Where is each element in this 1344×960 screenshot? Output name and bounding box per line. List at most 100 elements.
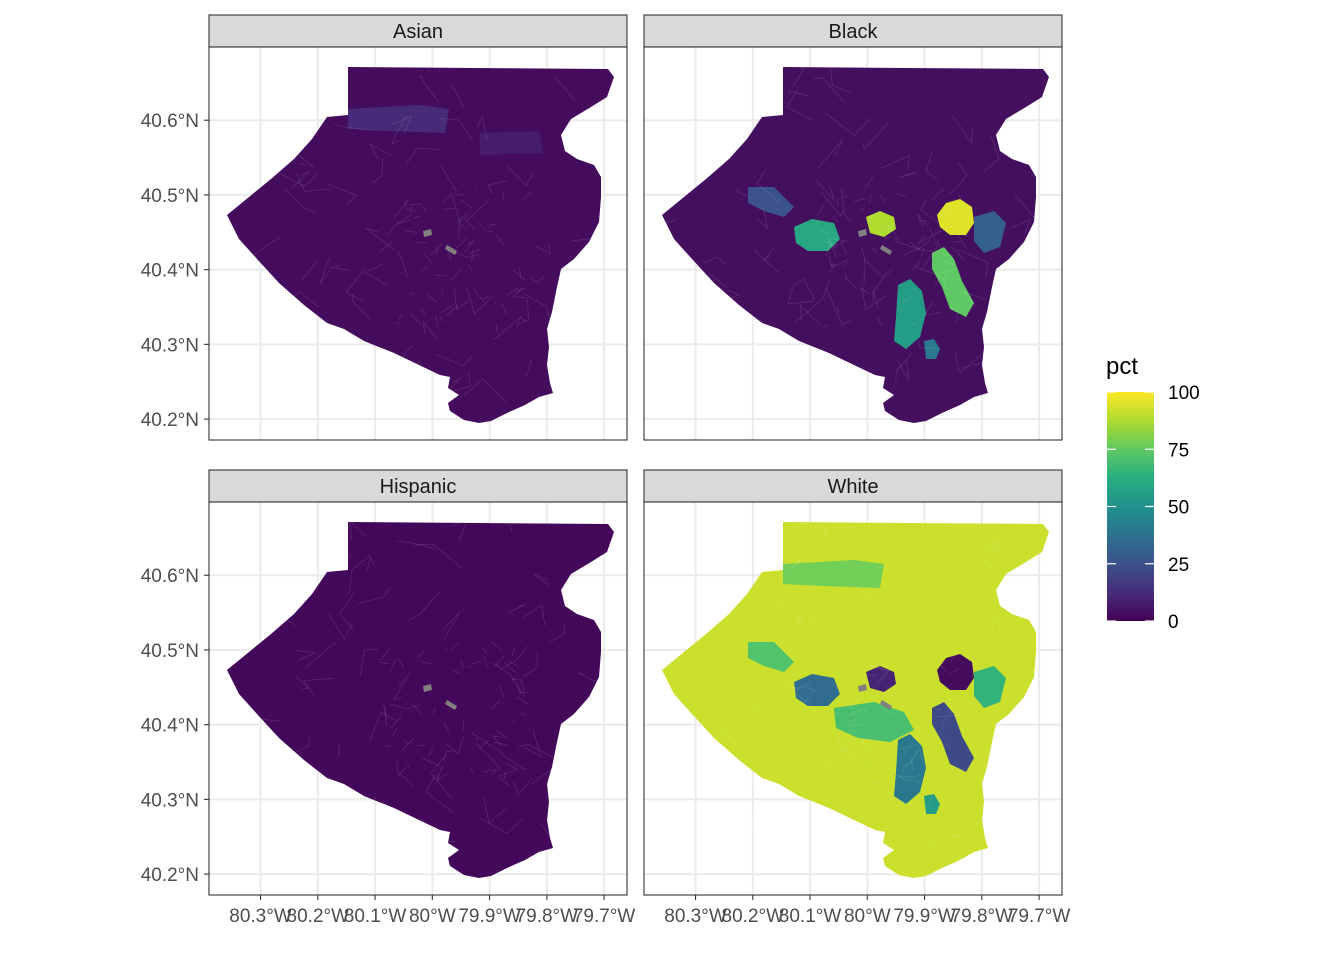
tract-line [918, 220, 928, 222]
tract-line [931, 841, 963, 860]
tract-line [944, 208, 953, 212]
tract-line [829, 240, 838, 246]
x-tick-label: 79.8°W [516, 906, 579, 927]
tract-line [871, 776, 883, 790]
tract-line [938, 270, 941, 280]
tract-line [871, 547, 900, 569]
tract-line [954, 708, 964, 718]
tract-region-east-ring [974, 211, 1006, 253]
tract-line [929, 752, 943, 759]
tract-line [517, 744, 558, 760]
tract-line [934, 708, 941, 710]
tract-line [500, 646, 528, 670]
tract-line [832, 215, 839, 224]
tract-line [713, 843, 731, 861]
tract-line [731, 780, 745, 795]
tract-line [492, 735, 503, 747]
tract-line [295, 171, 331, 193]
tract-line [910, 757, 914, 771]
tract-line [942, 253, 954, 257]
x-tick-label: 79.7°W [573, 906, 636, 927]
x-tick-label: 80.2°W [722, 906, 785, 927]
tract-line [817, 203, 825, 216]
tract-line [762, 606, 784, 617]
tract-line [791, 618, 803, 634]
facet-panel-hispanic: Hispanic [208, 469, 628, 896]
tract-line [863, 122, 890, 150]
tract-line [941, 718, 946, 731]
tract-line [430, 707, 437, 716]
tract-line [922, 816, 954, 847]
tract-line [385, 744, 392, 748]
tract-line [836, 306, 839, 313]
legend-tick-label: 75 [1168, 440, 1189, 461]
tract-region-inner-ring [834, 702, 914, 742]
tract-line [823, 324, 828, 328]
tract-line [695, 729, 703, 757]
tract-line [902, 746, 907, 757]
tract-line [824, 752, 851, 766]
tract-line [849, 710, 856, 717]
tract-line [917, 214, 929, 227]
tract-line [905, 609, 935, 640]
legend-tick-label: 0 [1168, 612, 1179, 633]
tract-region-west-central [794, 674, 840, 706]
tract-line [493, 741, 507, 746]
strip-hispanic [208, 469, 628, 503]
tract-line [958, 195, 964, 204]
tract-line [512, 718, 516, 724]
tract-line [412, 215, 420, 219]
tract-line [409, 313, 422, 325]
na-tract [445, 700, 457, 710]
tract-line [365, 227, 395, 251]
tract-region-east-ring [974, 666, 1006, 708]
tract-line [520, 191, 532, 202]
tract-line [910, 321, 916, 326]
tract-line [941, 742, 951, 751]
tract-line [413, 543, 463, 569]
y-tick-label: 40.2°N [141, 410, 199, 431]
tract-line [793, 690, 828, 731]
tract-line [942, 269, 954, 274]
tract-line [524, 293, 551, 321]
strip-label-hispanic: Hispanic [380, 476, 457, 498]
tract-line [503, 522, 513, 533]
tract-line [251, 237, 281, 257]
tract-line [917, 238, 932, 251]
color-legend: pct 0 25 50 75 100 [1106, 353, 1200, 633]
tract-line [957, 249, 989, 278]
tract-line [686, 772, 704, 800]
tract-line [401, 738, 415, 751]
tract-line [951, 766, 962, 770]
tract-line [475, 742, 502, 773]
tract-line [348, 522, 367, 540]
tract-region-central-core [866, 211, 896, 237]
tract-line [405, 147, 441, 165]
tract-line [800, 304, 821, 326]
tract-line [423, 253, 434, 265]
tract-line [503, 661, 517, 673]
tract-line [319, 256, 331, 285]
tract-line [816, 180, 834, 200]
tract-line [890, 711, 894, 716]
tract-line [899, 172, 918, 178]
tract-line [397, 250, 408, 279]
tract-line [979, 537, 1001, 571]
tract-line [487, 223, 497, 226]
tract-line [338, 592, 356, 632]
tract-line [275, 170, 319, 187]
tract-line [836, 199, 839, 206]
tract-line [517, 319, 530, 325]
tract-region-west-central [794, 219, 840, 251]
tract-line [834, 239, 848, 248]
tract-line [439, 315, 444, 323]
tract-line [436, 773, 448, 782]
tract-line [835, 712, 844, 715]
tract-line [284, 188, 317, 214]
tract-line [417, 650, 426, 659]
tract-region-southeast-river [932, 247, 974, 317]
tract-line [520, 680, 526, 693]
tract-line [491, 700, 501, 710]
tract-line [398, 314, 403, 321]
tract-line [404, 750, 407, 753]
